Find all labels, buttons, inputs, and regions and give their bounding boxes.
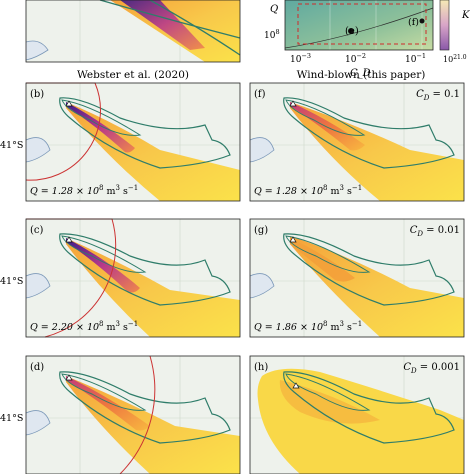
marker-e-dot [348, 28, 354, 34]
inset-y-tick: 108 [264, 28, 280, 41]
panel-g-flux: Q = 1.86 × 108 m3 s−1 [254, 320, 362, 333]
panel-f: (f) CD = 0.1 Q = 1.28 × 108 m3 s−1 [249, 82, 465, 202]
panel-f-flux: Q = 1.28 × 108 m3 s−1 [254, 184, 362, 197]
panel-g-cd: CD = 0.01 [410, 225, 460, 238]
panel-c-flux: Q = 2.20 × 108 m3 s−1 [30, 320, 138, 333]
colorbar-label: K [461, 10, 470, 21]
panel-c-label: (c) [30, 225, 44, 236]
panel-c: (c) Q = 2.20 × 108 m3 s−1 [25, 218, 241, 338]
panel-b-label: (b) [30, 89, 44, 100]
inset-x-tick-3: 10−1 [405, 52, 426, 65]
marker-e-label: (e) [345, 26, 359, 37]
left-column-title: Webster et al. (2020) [77, 69, 189, 81]
inset-x-tick-1: 10−3 [290, 52, 311, 65]
lat-label-d: 41°S [0, 413, 23, 424]
panel-h-label: (h) [254, 362, 268, 373]
lat-label-b: 41°S [0, 140, 23, 151]
right-column-title: Wind-blown (this paper) [297, 69, 426, 81]
panel-h: (h) CD = 0.001 [249, 355, 465, 474]
marker-f-dot [419, 18, 425, 24]
panel-a-partial [25, 0, 241, 63]
marker-f-label: (f) [408, 17, 419, 28]
panel-f-cd: CD = 0.1 [416, 89, 460, 102]
colorbar [439, 0, 450, 51]
panel-d: (d) [25, 355, 241, 474]
lat-label-c: 41°S [0, 276, 23, 287]
panel-g-label: (g) [254, 225, 268, 236]
panel-d-label: (d) [30, 362, 44, 373]
inset-parameter-map: (e) (f) Q 108 10−3 10−2 10−1 C_D K 1021.… [264, 0, 470, 79]
panel-h-cd: CD = 0.001 [403, 362, 460, 375]
colorbar-tick: 1021.0 [443, 54, 467, 64]
inset-y-label: Q [270, 4, 278, 15]
panel-g: (g) CD = 0.01 Q = 1.86 × 108 m3 s−1 [249, 218, 465, 338]
panel-b-flux: Q = 1.28 × 108 m3 s−1 [30, 184, 138, 197]
inset-x-tick-2: 10−2 [345, 52, 366, 65]
panel-f-label: (f) [254, 89, 266, 100]
panel-b: (b) Q = 1.28 × 108 m3 s−1 [25, 82, 241, 202]
inset-x-label: C_D [350, 68, 371, 79]
